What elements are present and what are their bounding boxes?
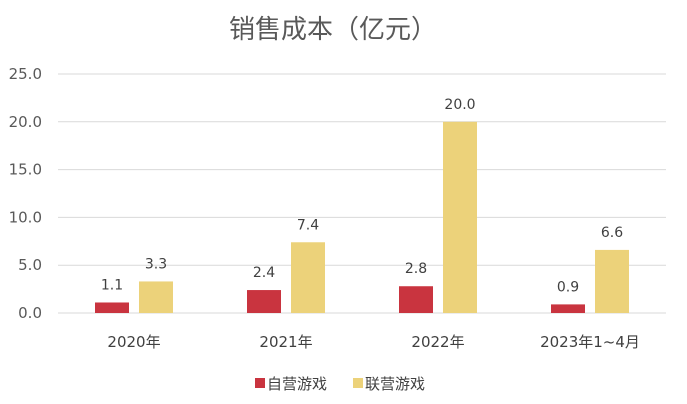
- bar-self-0: [95, 302, 129, 313]
- y-axis: 0.0 5.0 10.0 15.0 20.0 25.0: [9, 65, 42, 322]
- y-tick-label: 10.0: [9, 208, 42, 226]
- x-tick-label: 2022年: [411, 333, 464, 351]
- bar-self-2: [399, 286, 433, 313]
- y-tick-label: 15.0: [9, 161, 42, 179]
- data-label: 2.8: [405, 261, 427, 277]
- data-labels: 1.1 3.3 2.4 7.4 2.8 20.0 0.9 6.6: [101, 97, 623, 296]
- y-tick-label: 0.0: [18, 304, 42, 322]
- bar-joint-2: [443, 121, 477, 313]
- grid: [58, 73, 666, 314]
- bar-joint-0: [139, 281, 173, 313]
- y-tick-label: 5.0: [18, 256, 42, 274]
- data-label: 20.0: [444, 97, 475, 113]
- legend-label: 联营游戏: [365, 375, 425, 393]
- data-label: 0.9: [557, 279, 579, 295]
- y-tick-label: 20.0: [9, 113, 42, 131]
- data-label: 7.4: [297, 217, 319, 233]
- data-label: 3.3: [145, 256, 167, 272]
- data-label: 6.6: [601, 225, 623, 241]
- bar-joint-3: [595, 249, 629, 313]
- bar-joint-1: [291, 242, 325, 313]
- legend-swatch-1: [353, 378, 363, 388]
- x-axis: 2020年 2021年 2022年 2023年1~4月: [107, 333, 640, 351]
- y-tick-label: 25.0: [9, 65, 42, 83]
- legend: 自营游戏 联营游戏: [255, 375, 425, 393]
- x-tick-label: 2023年1~4月: [540, 333, 640, 351]
- x-tick-label: 2020年: [107, 333, 160, 351]
- legend-swatch-0: [255, 378, 265, 388]
- data-label: 2.4: [253, 265, 275, 281]
- data-label: 1.1: [101, 277, 123, 293]
- legend-label: 自营游戏: [267, 375, 327, 393]
- bars: [95, 121, 629, 313]
- bar-self-1: [247, 290, 281, 313]
- chart-title: 销售成本（亿元）: [229, 15, 437, 45]
- x-tick-label: 2021年: [259, 333, 312, 351]
- bar-self-3: [551, 304, 585, 313]
